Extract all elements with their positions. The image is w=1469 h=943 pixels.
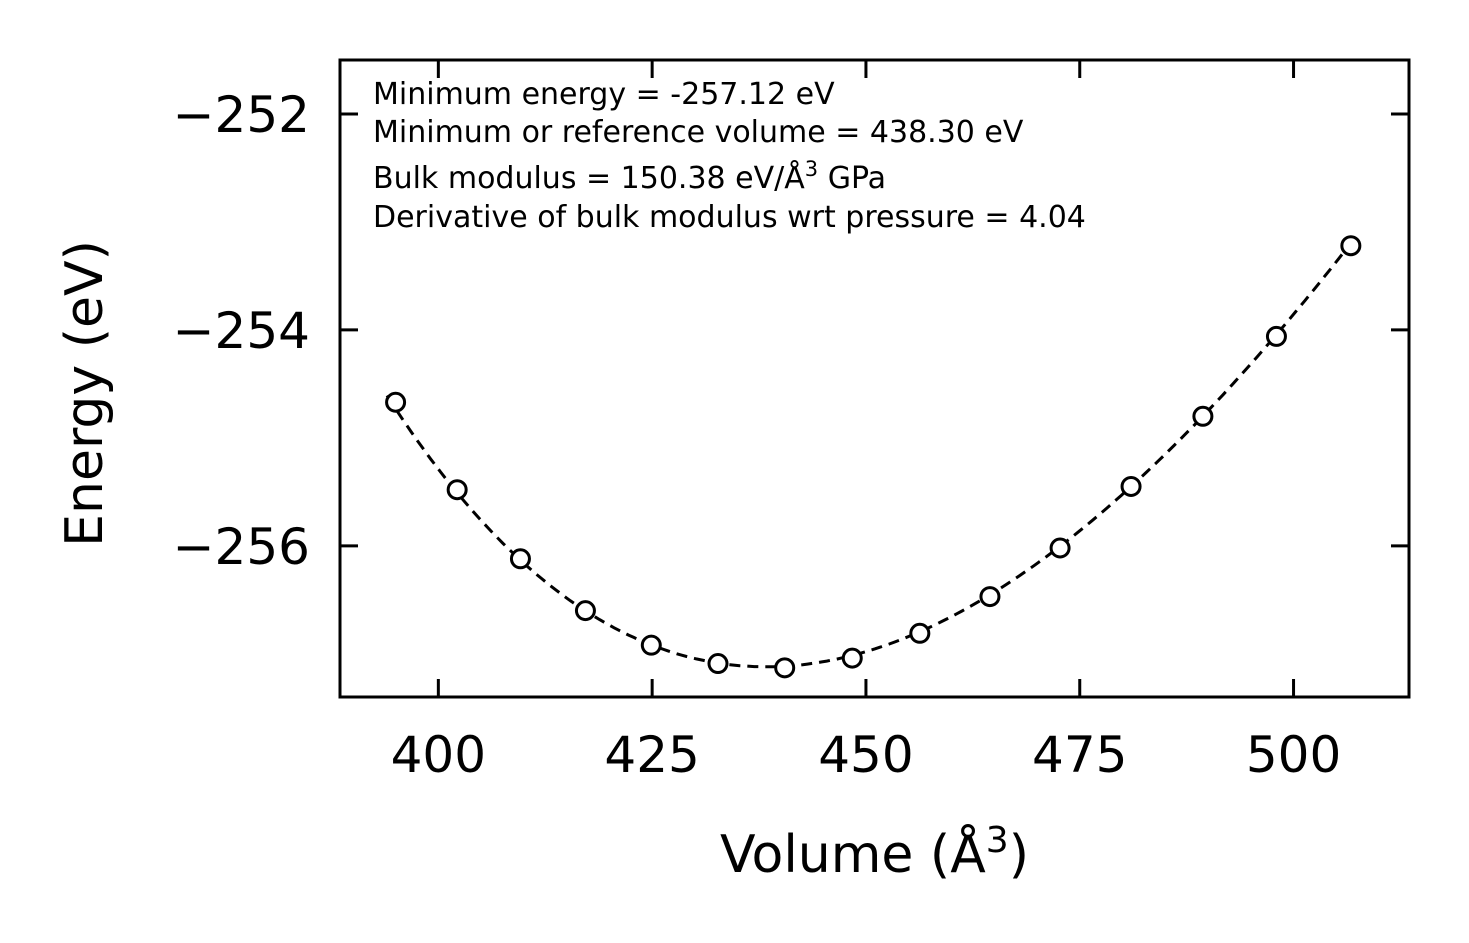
data-point-12 xyxy=(1192,405,1214,427)
y-tick-label-2: −252 xyxy=(173,86,310,144)
x-axis-title-main: Volume (Å xyxy=(720,823,986,885)
annotation-bulk-modulus-suffix: GPa xyxy=(818,161,886,196)
data-point-3 xyxy=(574,600,596,622)
fit-curve-line xyxy=(385,238,1355,669)
ticks-layer: 400 425 450 475 500 −256 −254 −252 xyxy=(173,60,1409,784)
x-tick-label-450: 450 xyxy=(818,726,913,784)
data-point-9 xyxy=(979,586,1001,608)
annotation-bulk-modulus-prefix: Bulk modulus = 150.38 eV/Å xyxy=(373,160,805,196)
x-tick-label-500: 500 xyxy=(1246,726,1341,784)
x-tick-label-400: 400 xyxy=(391,726,486,784)
plot-frame xyxy=(338,58,1411,699)
x-axis-title-superscript: 3 xyxy=(986,820,1009,861)
annotation-min-energy: Minimum energy = -257.12 eV xyxy=(373,77,835,112)
data-point-5 xyxy=(707,653,729,675)
fit-curve-layer xyxy=(385,238,1355,669)
x-tick-label-425: 425 xyxy=(604,726,699,784)
data-points-layer xyxy=(385,235,1362,679)
data-point-2 xyxy=(509,548,531,570)
annotation-box: Minimum energy = -257.12 eV Minimum or r… xyxy=(373,77,1086,235)
data-point-11 xyxy=(1120,475,1142,497)
y-tick-label-0: −256 xyxy=(173,518,310,576)
data-point-8 xyxy=(909,622,931,644)
data-point-7 xyxy=(841,647,863,669)
y-axis-title: Energy (eV) xyxy=(55,240,115,547)
data-point-14 xyxy=(1340,235,1362,257)
x-tick-label-475: 475 xyxy=(1032,726,1127,784)
x-axis-title-tail: ) xyxy=(1009,825,1029,885)
data-point-0 xyxy=(385,391,407,413)
x-axis-title: Volume (Å3) xyxy=(720,820,1029,885)
annotation-bulk-modulus: Bulk modulus = 150.38 eV/Å3 GPa xyxy=(373,157,886,196)
data-point-4 xyxy=(640,634,662,656)
data-point-13 xyxy=(1265,325,1287,347)
annotation-min-volume: Minimum or reference volume = 438.30 eV xyxy=(373,115,1024,150)
data-point-10 xyxy=(1049,537,1071,559)
data-point-6 xyxy=(774,657,796,679)
y-tick-label-1: −254 xyxy=(173,302,310,360)
annotation-bulk-derivative: Derivative of bulk modulus wrt pressure … xyxy=(373,200,1086,235)
annotation-bulk-modulus-superscript: 3 xyxy=(805,157,818,181)
data-point-1 xyxy=(446,479,468,501)
